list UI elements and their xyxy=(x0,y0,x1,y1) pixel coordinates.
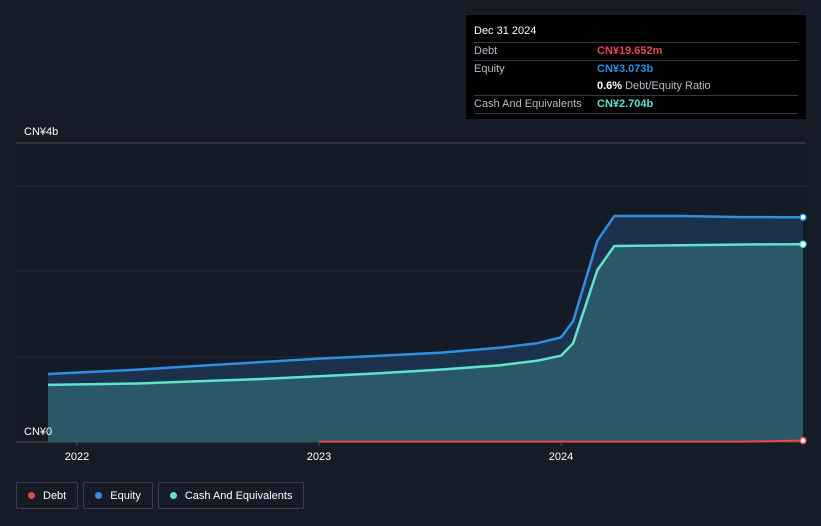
line-layer xyxy=(47,213,807,445)
tooltip-debt-value: CN¥19.652m xyxy=(597,45,663,57)
equity-line xyxy=(47,214,804,376)
legend-dot-equity-icon xyxy=(95,492,103,499)
tooltip-row-debt: Debt CN¥19.652m xyxy=(474,42,798,60)
cash-line xyxy=(47,242,804,387)
equity-endpoint xyxy=(799,213,807,221)
legend-label-equity: Equity xyxy=(110,489,141,502)
y-tick-label-top: CN¥4b xyxy=(24,126,58,138)
legend-item-equity[interactable]: Equity xyxy=(83,482,153,509)
legend-item-cash[interactable]: Cash And Equivalents xyxy=(157,482,305,509)
legend-dot-debt-icon xyxy=(28,492,35,499)
cash-endpoint xyxy=(799,240,807,248)
tooltip-panel: Dec 31 2024 Debt CN¥19.652m Equity CN¥3.… xyxy=(466,15,806,119)
tooltip-cash-label: Cash And Equivalents xyxy=(474,98,582,110)
tooltip-row-equity: Equity CN¥3.073b xyxy=(474,60,798,78)
y-tick-label-bottom: CN¥0 xyxy=(24,426,52,438)
tooltip-row-ratio: 0.6% Debt/Equity Ratio xyxy=(474,78,798,95)
x-tick-label: 2022 xyxy=(65,451,89,463)
legend-label-cash: Cash And Equivalents xyxy=(184,489,293,502)
x-tick-label: 2024 xyxy=(549,451,573,463)
tooltip-row-cash: Cash And Equivalents CN¥2.704b xyxy=(474,95,798,114)
tooltip-equity-label: Equity xyxy=(474,63,505,75)
tooltip-cash-value: CN¥2.704b xyxy=(597,98,654,110)
tick-layer: CN¥4b CN¥0 2022 2023 2024 xyxy=(24,126,573,463)
cash-area xyxy=(48,244,803,442)
tooltip-debt-label: Debt xyxy=(474,45,498,57)
tooltip-ratio-label xyxy=(474,78,597,95)
tooltip-equity-value: CN¥3.073b xyxy=(597,63,654,75)
debt-line xyxy=(319,439,804,443)
tooltip-ratio-sub: Debt/Equity Ratio xyxy=(625,80,711,92)
legend-item-debt[interactable]: Debt xyxy=(16,482,79,509)
legend-dot-cash-icon xyxy=(169,492,177,499)
tooltip-ratio-value: 0.6% xyxy=(597,80,623,92)
area-layer xyxy=(48,216,803,442)
legend: Debt Equity Cash And Equivalents xyxy=(16,482,305,509)
debt-endpoint xyxy=(799,436,807,445)
legend-label-debt: Debt xyxy=(43,489,67,502)
x-tick-label: 2023 xyxy=(307,451,331,463)
tooltip-date: Dec 31 2024 xyxy=(474,25,537,37)
